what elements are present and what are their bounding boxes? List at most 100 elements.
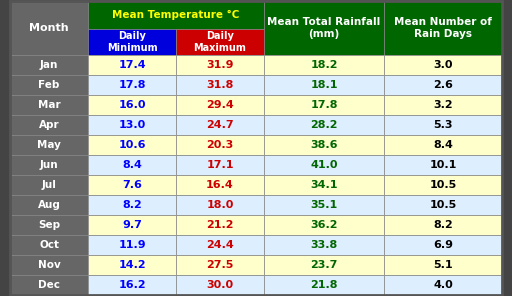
Text: 5.1: 5.1: [433, 260, 453, 270]
Bar: [10, 155, 88, 175]
Text: Sep: Sep: [38, 220, 60, 230]
Bar: [384, 275, 502, 295]
Bar: [88, 135, 176, 155]
Bar: [384, 95, 502, 115]
Text: 2.6: 2.6: [433, 80, 453, 90]
Bar: [10, 135, 88, 155]
Bar: [88, 215, 176, 235]
Bar: [10, 235, 88, 255]
Bar: [88, 95, 176, 115]
Text: Mean Number of
Rain Days: Mean Number of Rain Days: [394, 17, 492, 39]
Text: Mar: Mar: [38, 100, 60, 110]
Text: 27.5: 27.5: [206, 260, 233, 270]
Bar: [264, 135, 384, 155]
Bar: [10, 215, 88, 235]
Text: Aug: Aug: [37, 200, 60, 210]
Bar: [88, 155, 176, 175]
Bar: [88, 195, 176, 215]
Text: 17.4: 17.4: [118, 60, 146, 70]
Bar: [88, 115, 176, 135]
Text: 8.4: 8.4: [433, 140, 453, 150]
Text: 6.9: 6.9: [433, 240, 453, 250]
Bar: [176, 75, 264, 95]
Bar: [176, 215, 264, 235]
Text: 36.2: 36.2: [310, 220, 338, 230]
Bar: [264, 195, 384, 215]
Text: 3.2: 3.2: [433, 100, 453, 110]
Bar: [264, 235, 384, 255]
Bar: [384, 1, 502, 55]
Text: 21.2: 21.2: [206, 220, 234, 230]
Bar: [176, 275, 264, 295]
Bar: [10, 1, 88, 55]
Bar: [176, 255, 264, 275]
Bar: [264, 155, 384, 175]
Bar: [10, 195, 88, 215]
Text: 29.4: 29.4: [206, 100, 234, 110]
Text: 16.0: 16.0: [118, 100, 146, 110]
Bar: [88, 255, 176, 275]
Text: Oct: Oct: [39, 240, 59, 250]
Bar: [10, 55, 88, 75]
Text: 14.2: 14.2: [118, 260, 146, 270]
Text: 10.5: 10.5: [430, 200, 457, 210]
Text: 38.6: 38.6: [310, 140, 338, 150]
Bar: [384, 55, 502, 75]
Bar: [176, 115, 264, 135]
Text: 21.8: 21.8: [310, 280, 338, 290]
Text: 4.0: 4.0: [433, 280, 453, 290]
Text: 16.4: 16.4: [206, 180, 234, 190]
Text: 17.1: 17.1: [206, 160, 234, 170]
Text: 33.8: 33.8: [310, 240, 337, 250]
Text: Nov: Nov: [37, 260, 60, 270]
Bar: [88, 1, 264, 29]
Text: 11.9: 11.9: [118, 240, 146, 250]
Text: 35.1: 35.1: [310, 200, 337, 210]
Bar: [264, 175, 384, 195]
Text: 34.1: 34.1: [310, 180, 338, 190]
Text: 17.8: 17.8: [310, 100, 338, 110]
Bar: [264, 75, 384, 95]
Text: 18.0: 18.0: [206, 200, 233, 210]
Bar: [88, 29, 176, 55]
Text: 24.4: 24.4: [206, 240, 234, 250]
Text: Mean Temperature °C: Mean Temperature °C: [112, 10, 240, 20]
Bar: [384, 235, 502, 255]
Text: 31.9: 31.9: [206, 60, 234, 70]
Bar: [176, 55, 264, 75]
Text: 8.2: 8.2: [122, 200, 142, 210]
Text: 17.8: 17.8: [118, 80, 146, 90]
Bar: [10, 255, 88, 275]
Bar: [176, 195, 264, 215]
Text: 10.6: 10.6: [118, 140, 146, 150]
Bar: [264, 275, 384, 295]
Bar: [10, 275, 88, 295]
Text: 41.0: 41.0: [310, 160, 338, 170]
Bar: [176, 135, 264, 155]
Text: 10.1: 10.1: [430, 160, 457, 170]
Text: Jul: Jul: [41, 180, 56, 190]
Bar: [88, 235, 176, 255]
Text: Jan: Jan: [40, 60, 58, 70]
Bar: [264, 1, 384, 55]
Text: Daily
Minimum: Daily Minimum: [106, 31, 157, 53]
Text: Dec: Dec: [38, 280, 60, 290]
Text: 31.8: 31.8: [206, 80, 233, 90]
Text: 3.0: 3.0: [433, 60, 453, 70]
Text: 24.7: 24.7: [206, 120, 234, 130]
Text: May: May: [37, 140, 61, 150]
Bar: [384, 115, 502, 135]
Text: Month: Month: [29, 23, 69, 33]
Bar: [384, 195, 502, 215]
Bar: [176, 235, 264, 255]
Bar: [10, 95, 88, 115]
Text: 16.2: 16.2: [118, 280, 146, 290]
Text: 10.5: 10.5: [430, 180, 457, 190]
Bar: [384, 155, 502, 175]
Bar: [384, 135, 502, 155]
Bar: [10, 75, 88, 95]
Bar: [384, 255, 502, 275]
Text: 8.4: 8.4: [122, 160, 142, 170]
Text: Apr: Apr: [39, 120, 59, 130]
Text: 13.0: 13.0: [118, 120, 145, 130]
